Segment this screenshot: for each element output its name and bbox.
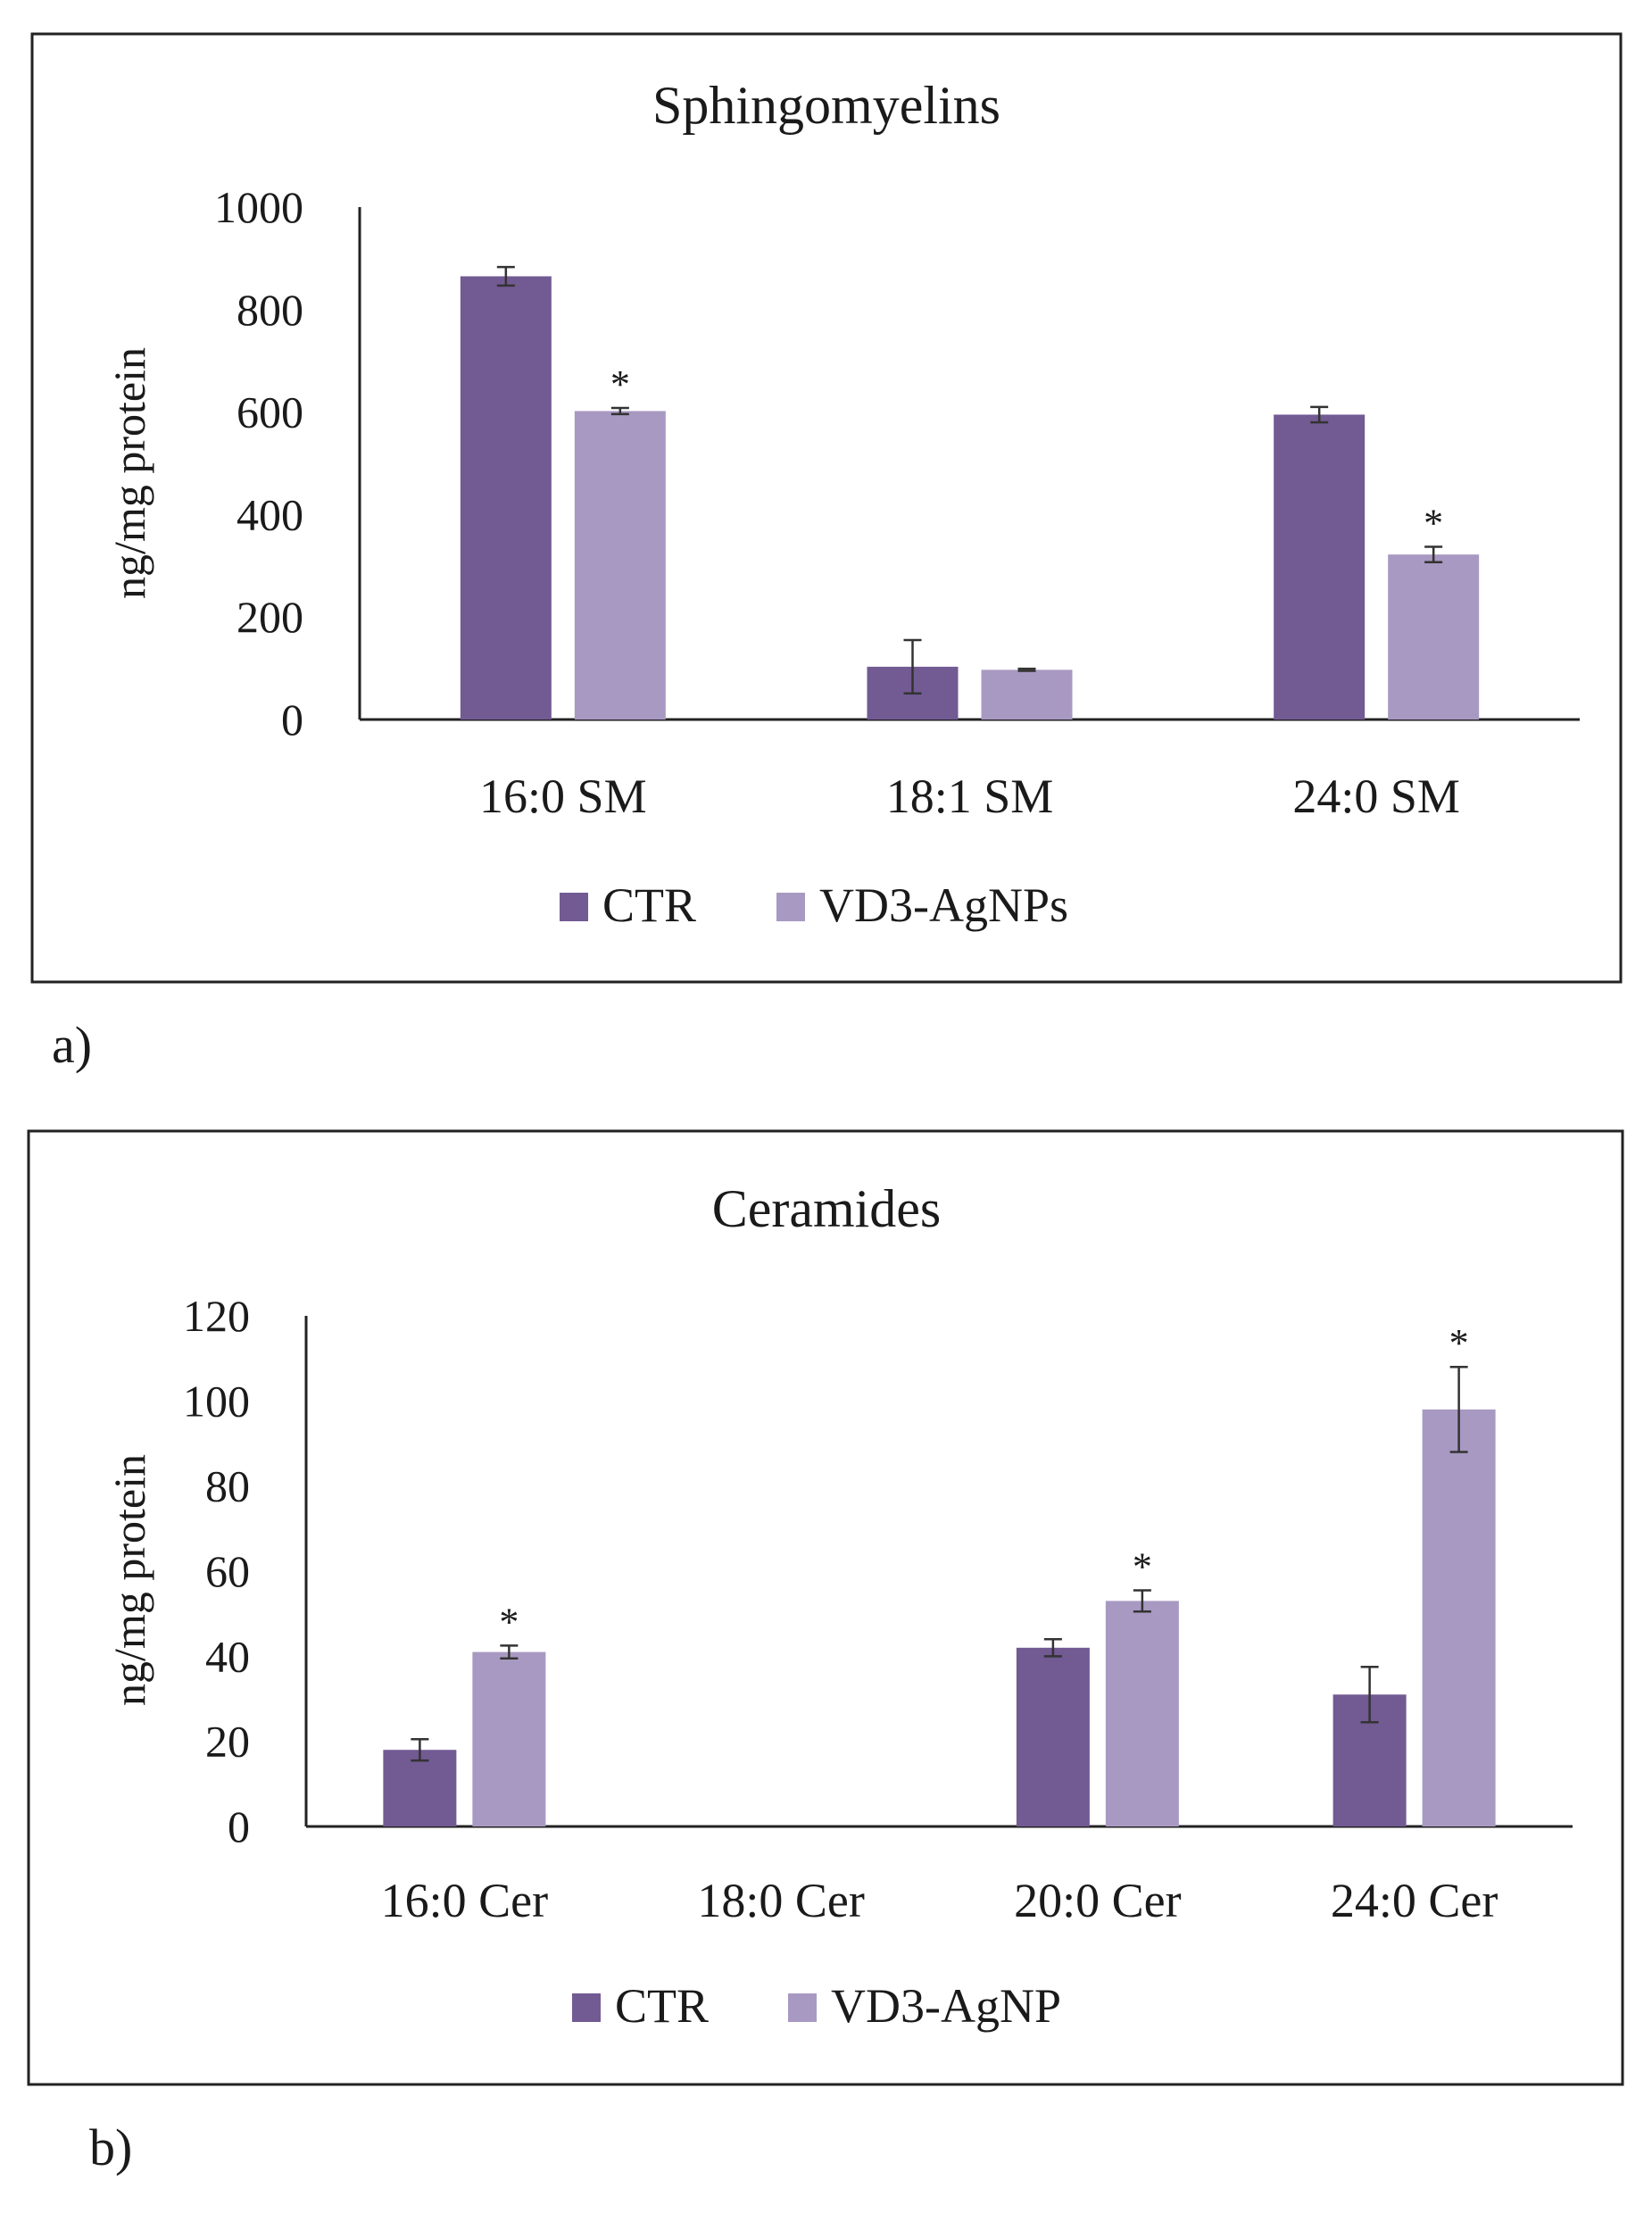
x-category-label-b: 18:0 Cer (697, 1874, 864, 1927)
panel-b-frame (27, 1129, 1624, 2086)
bar-b-vd3 (1422, 1409, 1496, 1826)
significance-mark-b: * (499, 1600, 519, 1643)
panel-a-title: Sphingomyelins (652, 76, 1000, 135)
x-category-label-b: 20:0 Cer (1014, 1874, 1181, 1927)
y-tick-label-a: 800 (237, 285, 303, 335)
panel-b-title: Ceramides (712, 1179, 942, 1238)
significance-mark-a: * (610, 362, 630, 406)
panel-a-ylabel: ng/mg protein (104, 347, 154, 599)
panel-b-label: b) (89, 2118, 132, 2176)
panel-b-ylabel: ng/mg protein (104, 1454, 154, 1706)
legend-a-swatch-vd3 (776, 893, 805, 921)
y-tick-label-b: 80 (205, 1461, 250, 1511)
x-category-label-a: 24:0 SM (1292, 770, 1460, 823)
significance-mark-b: * (1133, 1544, 1152, 1588)
y-tick-label-a: 200 (237, 592, 303, 642)
bar-b-ctr (1016, 1647, 1090, 1826)
legend-a-label-vd3: VD3-AgNPs (819, 878, 1068, 932)
bar-a-vd3 (981, 670, 1073, 720)
panel-a-frame (30, 32, 1623, 984)
y-tick-label-b: 40 (205, 1631, 250, 1681)
y-tick-label-b: 120 (183, 1291, 250, 1341)
x-category-label-a: 16:0 SM (479, 770, 647, 823)
y-tick-label-b: 20 (205, 1717, 250, 1767)
y-tick-label-b: 100 (183, 1376, 250, 1426)
x-category-label-a: 18:1 SM (886, 770, 1054, 823)
panel-a-plot: 0 200 400 600 800 1000 16:0 SM * 18:1 SM 24:0 SM * (214, 182, 1580, 823)
panel-b: Ceramides ng/mg protein 0 20 40 60 80 100 120 1… (27, 1129, 1624, 2176)
panel-a: Sphingomyelins ng/mg protein 0 200 400 600 8… (30, 32, 1623, 1074)
panel-a-label: a) (52, 1016, 92, 1074)
significance-mark-a: * (1424, 502, 1443, 545)
bar-b-ctr (383, 1750, 457, 1826)
legend-b-label-vd3: VD3-AgNP (831, 1979, 1061, 2033)
y-tick-label-a: 600 (237, 387, 303, 437)
x-category-label-b: 16:0 Cer (381, 1874, 548, 1927)
legend-b-swatch-ctr (572, 1993, 601, 2022)
panel-a-legend: CTR VD3-AgNPs (560, 878, 1068, 932)
legend-a-label-ctr: CTR (602, 878, 696, 932)
y-tick-label-a: 400 (237, 489, 303, 539)
bar-a-vd3 (574, 411, 666, 720)
bar-b-vd3 (1105, 1601, 1179, 1826)
legend-b-swatch-vd3 (788, 1993, 817, 2022)
y-tick-label-a: 0 (281, 695, 303, 745)
bar-a-ctr (460, 276, 552, 720)
y-tick-label-b: 60 (205, 1546, 250, 1596)
legend-b-label-ctr: CTR (615, 1979, 709, 2033)
bar-b-vd3 (472, 1651, 546, 1826)
significance-mark-b: * (1449, 1321, 1469, 1365)
panel-b-legend: CTR VD3-AgNP (572, 1979, 1061, 2033)
bar-a-ctr (1274, 414, 1366, 720)
legend-a-swatch-ctr (560, 893, 588, 921)
bar-a-vd3 (1388, 554, 1480, 720)
x-category-label-b: 24:0 Cer (1331, 1874, 1498, 1927)
y-tick-label-a: 1000 (214, 182, 303, 232)
panel-b-plot: 0 20 40 60 80 100 120 16:0 Cer * 18:0 Cer 20:0 Cer… (183, 1291, 1573, 1927)
y-tick-label-b: 0 (228, 1801, 250, 1851)
